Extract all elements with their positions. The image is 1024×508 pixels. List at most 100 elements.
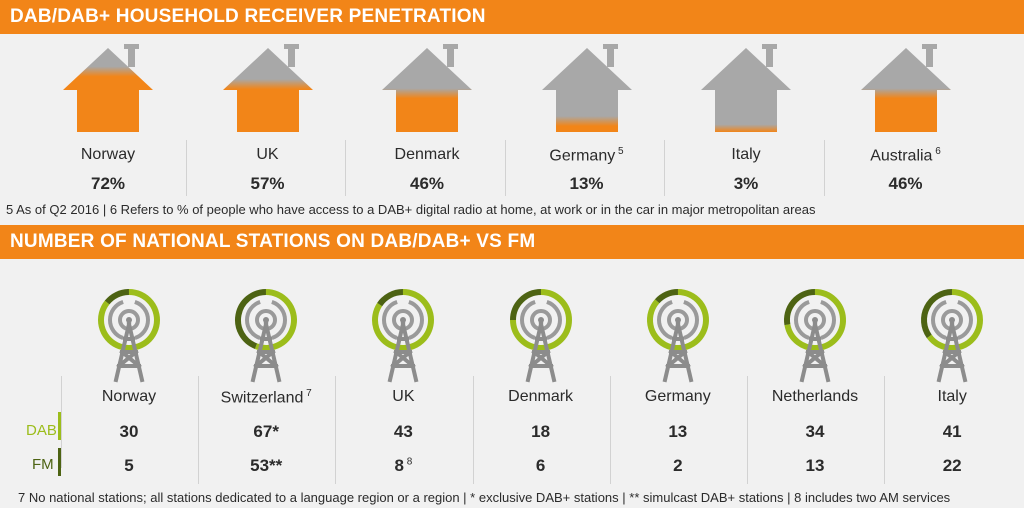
country-name: Italy (937, 388, 967, 405)
house-column: Australia 6 46% (826, 40, 986, 198)
station-country-label: Netherlands (750, 388, 880, 406)
chimney (606, 47, 614, 67)
tower-body (525, 321, 556, 383)
country-name: UK (392, 388, 415, 405)
house-country-label: Denmark (347, 146, 507, 164)
column-divider (504, 140, 506, 196)
wave-left (245, 300, 262, 340)
fm-share-arc (509, 289, 541, 321)
station-column: Norway 30 5 (64, 284, 194, 480)
house-shape (541, 48, 632, 132)
antenna-tip (949, 317, 956, 323)
dab-row-marker (58, 412, 61, 440)
country-name: Switzerland (220, 389, 304, 407)
column-divider (884, 376, 886, 484)
radio-tower-icon (235, 289, 298, 383)
radio-tower-icon (509, 289, 572, 383)
country-name: Norway (101, 388, 157, 405)
wave-left (108, 300, 124, 340)
footnote-marker: 7 (303, 388, 312, 399)
house-column: Germany 5 13% (507, 40, 667, 198)
fm-station-count: 5 (64, 456, 194, 476)
fm-station-count: 22 (887, 456, 1017, 476)
house-column: Norway 72% (28, 40, 188, 198)
antenna-tip (674, 317, 681, 323)
column-divider (747, 376, 748, 484)
station-column: Italy 41 22 (887, 284, 1017, 480)
house-shape (382, 48, 472, 132)
row-divider (61, 376, 62, 468)
country-name: Denmark (394, 146, 460, 163)
chimney (925, 47, 933, 67)
radio-tower-icon (98, 289, 160, 383)
fm-row-marker (58, 448, 61, 476)
wave-left (794, 300, 810, 340)
penetration-value: 46% (888, 174, 923, 193)
wave-right (545, 300, 562, 340)
chimney (128, 47, 135, 67)
penetration-value: 57% (250, 174, 285, 193)
country-name: Italy (731, 146, 761, 163)
antenna-tip (812, 317, 818, 323)
country-name: UK (256, 146, 279, 163)
column-divider (335, 376, 337, 484)
footnote-marker: 6 (932, 146, 941, 157)
house-icon (382, 44, 472, 132)
radio-tower-icon (784, 289, 846, 383)
station-country-label: UK (338, 388, 468, 406)
fm-count-text: 2 (673, 456, 683, 475)
fm-share-arc (784, 289, 816, 326)
radio-tower-icon (646, 289, 709, 383)
house-shape (701, 48, 791, 132)
fm-count-text: 22 (942, 456, 962, 475)
fm-share-arc (235, 289, 267, 349)
tower-body (799, 321, 831, 383)
country-name: Norway (80, 146, 136, 163)
tower-body (936, 321, 968, 383)
dab-share-arc (927, 289, 984, 351)
dab-station-count: 67* (253, 422, 279, 441)
chimney (766, 47, 773, 67)
station-column: Denmark 18 6 (476, 284, 606, 480)
dab-station-count: 34 (805, 422, 825, 441)
footnote-marker: 5 (615, 146, 624, 157)
fm-station-count: 6 (476, 456, 606, 476)
dab-station-count: 30 (119, 422, 139, 441)
wave-right (682, 300, 699, 340)
penetration-value: 3% (733, 174, 759, 193)
wave-left (519, 300, 536, 340)
house-shape (63, 48, 153, 132)
chimney (287, 47, 295, 67)
house-icon (222, 44, 313, 132)
house-column: Denmark 46% (347, 40, 507, 198)
tower-body (662, 321, 694, 383)
country-name: Germany (644, 388, 711, 405)
footnote-marker: 8 (403, 456, 413, 468)
dab-station-count: 43 (393, 422, 413, 441)
fm-station-count: 53** (201, 456, 331, 476)
wave-right (134, 300, 150, 340)
house-country-label: UK (188, 146, 348, 164)
wave-left (382, 300, 399, 340)
column-divider (472, 376, 474, 484)
station-country-label: Germany (613, 388, 743, 406)
fm-share-arc (654, 289, 678, 304)
wave-left (931, 300, 948, 340)
house-icon (860, 44, 951, 132)
country-name: Germany (549, 147, 616, 165)
antenna-tip (263, 317, 270, 323)
fm-share-arc (377, 289, 404, 307)
penetration-value: 72% (90, 174, 126, 193)
antenna-tip (400, 317, 407, 323)
fm-station-count: 8 8 (338, 456, 468, 476)
dab-share-arc (372, 289, 435, 351)
fm-share-arc (921, 289, 953, 339)
dab-share-arc (509, 289, 572, 351)
country-name: Denmark (508, 388, 574, 405)
penetration-value: 13% (569, 174, 604, 193)
house-country-label: Australia 6 (826, 146, 986, 165)
house-column: Italy 3% (666, 40, 826, 198)
fm-share-arc (104, 289, 130, 305)
chimney-cap (921, 44, 937, 49)
fm-row-label: FM (32, 456, 54, 473)
